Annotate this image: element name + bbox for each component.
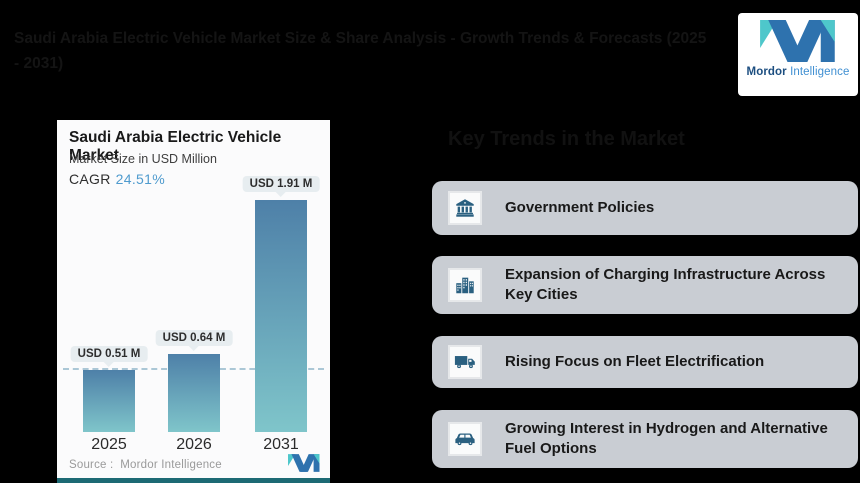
- bar-2025: [83, 370, 135, 432]
- source-note: Source : Mordor Intelligence: [69, 459, 222, 471]
- bar-value-label: USD 1.91 M: [242, 176, 320, 192]
- axis-label-2025: 2025: [91, 436, 127, 453]
- mordor-logo-mini-icon: [288, 454, 320, 472]
- bar-value-label: USD 0.64 M: [155, 330, 233, 346]
- source-label: Source :: [69, 459, 114, 471]
- trend-card-label: Expansion of Charging Infrastructure Acr…: [505, 266, 826, 303]
- chart-title: Saudi Arabia Electric Vehicle Market: [69, 129, 282, 164]
- bar-value-label: USD 0.51 M: [70, 346, 148, 362]
- source-value: Mordor Intelligence: [120, 459, 222, 471]
- cagr-row: CAGR 24.51%: [69, 171, 165, 187]
- mordor-intelligence-logo: Mordor Intelligence: [738, 13, 858, 96]
- brand-name-bold: Mordor: [746, 66, 787, 78]
- bar-2026: [168, 354, 220, 432]
- city-buildings-icon: [448, 268, 482, 302]
- axis-label-2031: 2031: [263, 436, 299, 453]
- trend-card-charging-infrastructure: Expansion of Charging Infrastructure Acr…: [432, 256, 858, 314]
- trend-card-fleet-electrification: Rising Focus on Fleet Electrification: [432, 336, 858, 388]
- cagr-label: CAGR: [69, 171, 111, 187]
- mordor-logo-icon: [760, 20, 835, 62]
- bar-chart-plot: USD 0.51 M USD 0.64 M USD 1.91 M: [63, 172, 324, 432]
- x-axis-labels: 2025 2026 2031: [57, 436, 330, 456]
- trend-card-government-policies: Government Policies: [432, 181, 858, 235]
- truck-icon: [448, 345, 482, 379]
- bank-icon: [448, 191, 482, 225]
- chart-subtitle: Market Size in USD Million: [69, 152, 217, 166]
- cagr-value: 24.51%: [115, 171, 165, 187]
- trend-card-label: Growing Interest in Hydrogen and Alterna…: [505, 420, 828, 457]
- bar-2031: [255, 200, 307, 432]
- trend-card-label: Government Policies: [505, 199, 655, 216]
- market-size-chart-card: Saudi Arabia Electric Vehicle Market Mar…: [57, 120, 330, 478]
- panel-bottom-strip: [57, 478, 330, 483]
- axis-label-2026: 2026: [176, 436, 212, 453]
- car-icon: [448, 422, 482, 456]
- brand-wordmark: Mordor Intelligence: [747, 66, 850, 78]
- brand-name-light: Intelligence: [790, 66, 850, 78]
- trends-heading: Key Trends in the Market: [448, 128, 685, 150]
- page-title: Saudi Arabia Electric Vehicle Market Siz…: [14, 30, 707, 72]
- trend-card-label: Rising Focus on Fleet Electrification: [505, 353, 765, 370]
- trend-card-hydrogen-alternative-fuel: Growing Interest in Hydrogen and Alterna…: [432, 410, 858, 468]
